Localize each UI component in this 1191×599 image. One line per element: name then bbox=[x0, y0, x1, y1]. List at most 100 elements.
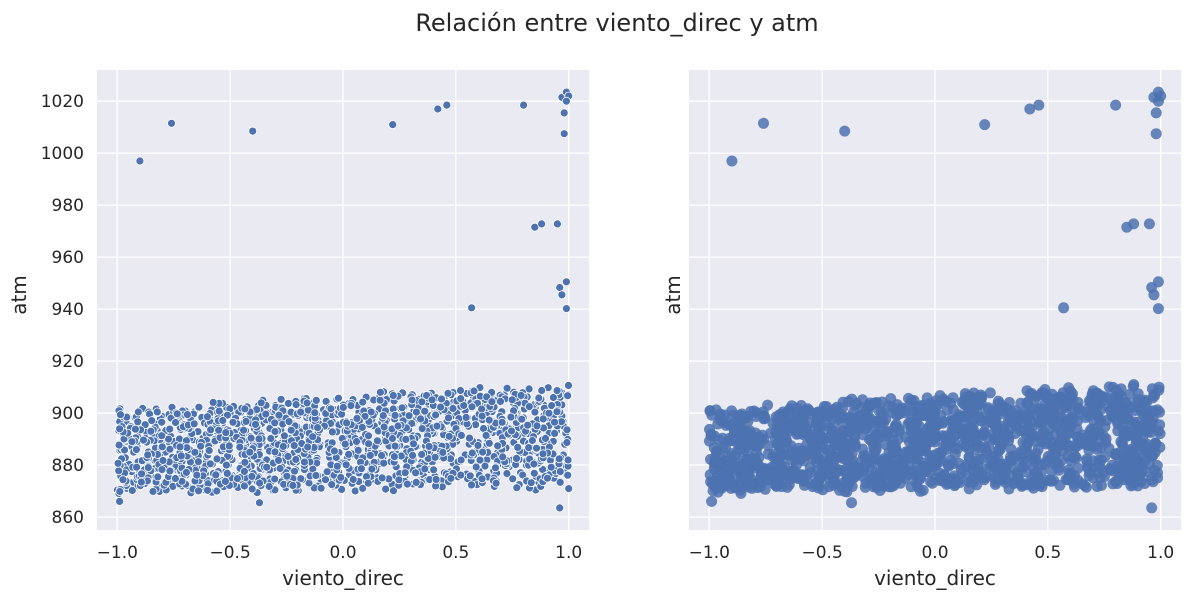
data-point bbox=[130, 424, 140, 434]
data-point bbox=[477, 474, 487, 484]
data-point bbox=[908, 405, 920, 417]
data-point bbox=[346, 401, 356, 411]
data-point bbox=[357, 422, 367, 432]
data-point bbox=[923, 421, 935, 433]
data-point bbox=[118, 475, 128, 485]
data-point bbox=[1073, 403, 1085, 415]
data-point bbox=[364, 431, 373, 441]
data-point bbox=[564, 484, 574, 494]
data-point bbox=[316, 483, 326, 493]
data-point bbox=[739, 442, 751, 454]
data-point bbox=[338, 402, 348, 412]
data-point bbox=[1043, 394, 1054, 406]
data-point bbox=[529, 459, 539, 469]
data-point bbox=[311, 395, 321, 405]
x-tick-label: 1.0 bbox=[1147, 543, 1174, 563]
data-point bbox=[785, 414, 797, 426]
data-point bbox=[1058, 302, 1070, 314]
data-point bbox=[167, 118, 176, 128]
y-axis-label: atm bbox=[7, 275, 31, 315]
data-point bbox=[332, 461, 342, 471]
data-point bbox=[375, 387, 385, 397]
data-point bbox=[279, 431, 289, 441]
data-point bbox=[1053, 461, 1065, 473]
data-point bbox=[170, 474, 180, 483]
data-point bbox=[984, 387, 996, 399]
data-point bbox=[401, 434, 411, 444]
data-point bbox=[411, 468, 421, 478]
data-point bbox=[284, 417, 294, 427]
data-point bbox=[473, 440, 483, 450]
data-point bbox=[825, 405, 837, 417]
data-point bbox=[512, 453, 521, 463]
data-point bbox=[132, 462, 142, 472]
data-point bbox=[1110, 476, 1122, 487]
data-point bbox=[1148, 289, 1160, 301]
data-point bbox=[135, 156, 145, 166]
data-point bbox=[938, 469, 950, 481]
data-point bbox=[288, 481, 298, 490]
data-point bbox=[367, 464, 377, 474]
data-point bbox=[1131, 426, 1143, 438]
data-point bbox=[248, 126, 258, 136]
data-point bbox=[984, 415, 995, 427]
data-point bbox=[1007, 454, 1019, 466]
data-point bbox=[870, 417, 882, 429]
x-axis-label: viento_direc bbox=[282, 566, 404, 590]
y-tick-label: 880 bbox=[52, 456, 84, 476]
data-point bbox=[1014, 408, 1026, 420]
data-point bbox=[802, 448, 813, 460]
data-point bbox=[276, 394, 286, 404]
data-point bbox=[251, 419, 260, 429]
data-point bbox=[296, 407, 306, 417]
data-point bbox=[176, 451, 186, 461]
data-point bbox=[348, 475, 358, 484]
data-point bbox=[291, 455, 301, 464]
data-point bbox=[555, 467, 565, 477]
data-point bbox=[746, 482, 758, 494]
data-point bbox=[1130, 462, 1142, 474]
data-point bbox=[1072, 462, 1084, 474]
data-point bbox=[143, 450, 153, 460]
data-point bbox=[914, 441, 926, 453]
data-point bbox=[400, 468, 410, 478]
data-point bbox=[480, 461, 490, 471]
data-point bbox=[906, 424, 918, 436]
data-point bbox=[892, 433, 904, 445]
data-point bbox=[516, 390, 526, 400]
data-point bbox=[959, 411, 971, 423]
data-point bbox=[175, 442, 185, 452]
data-point bbox=[762, 399, 774, 411]
data-point bbox=[1083, 410, 1095, 422]
data-point bbox=[327, 480, 337, 490]
data-point bbox=[444, 431, 454, 441]
data-point bbox=[456, 386, 465, 395]
data-point bbox=[310, 408, 320, 418]
data-point bbox=[115, 487, 125, 496]
data-point bbox=[563, 470, 573, 480]
data-point bbox=[1101, 415, 1113, 426]
data-point bbox=[157, 431, 167, 441]
data-point bbox=[716, 479, 728, 491]
data-point bbox=[772, 413, 784, 425]
data-point bbox=[811, 455, 823, 467]
data-point bbox=[302, 398, 312, 408]
data-point bbox=[342, 418, 352, 428]
y-tick-label: 1000 bbox=[41, 144, 84, 164]
data-point bbox=[148, 487, 158, 496]
data-point bbox=[377, 451, 387, 460]
y-tick-label: 940 bbox=[52, 300, 84, 320]
data-point bbox=[212, 454, 222, 464]
data-point bbox=[275, 464, 285, 473]
data-point bbox=[781, 468, 793, 480]
y-tick-label: 980 bbox=[52, 196, 84, 216]
data-point bbox=[206, 425, 216, 435]
data-point bbox=[834, 407, 845, 419]
data-point bbox=[882, 400, 894, 412]
data-point bbox=[543, 473, 552, 483]
data-point bbox=[538, 414, 548, 424]
data-point bbox=[113, 458, 123, 468]
data-point bbox=[1143, 218, 1155, 230]
x-tick-label: 1.0 bbox=[555, 543, 582, 563]
data-point bbox=[552, 407, 562, 417]
